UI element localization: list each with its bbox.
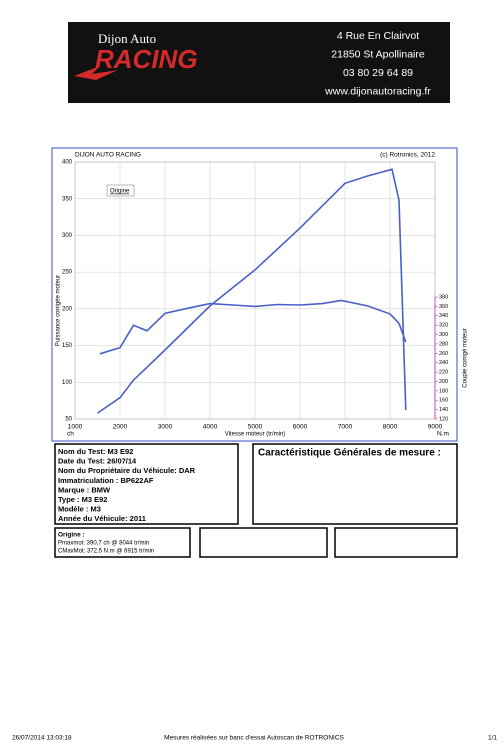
logo-main: RACING — [95, 44, 198, 74]
footer-date: 26/07/2014 13:03:18 — [12, 735, 72, 742]
chart-title: DIJON AUTO RACING — [75, 152, 141, 159]
x-tick-label: 1000 — [68, 424, 83, 431]
curve — [99, 299, 407, 355]
y2-tick-label: 320 — [439, 323, 448, 329]
x-tick-label: 4000 — [203, 424, 218, 431]
y2-tick-label: 360 — [439, 304, 448, 310]
y-axis-label: Puissance corrigée moteur — [56, 275, 62, 346]
info-line: Nom du Test: M3 E92 — [58, 447, 133, 456]
y2-tick-label: 300 — [439, 332, 448, 338]
y-tick-label: 200 — [62, 306, 73, 312]
y-tick-label: 350 — [62, 196, 73, 202]
x-tick-label: 8000 — [383, 424, 398, 431]
logo-top: Dijon Auto — [98, 31, 156, 46]
legend-label: Origine — [110, 189, 130, 195]
origine-title: Origine : — [58, 532, 85, 539]
address-line: 21850 St Apollinaire — [331, 48, 425, 60]
y2-tick-label: 340 — [439, 313, 448, 319]
info-box — [54, 443, 239, 525]
chart-frame — [51, 147, 458, 442]
x-axis-label: Vitesse moteur (tr/min) — [225, 432, 286, 438]
address-line: 4 Rue En Clairvot — [337, 30, 419, 42]
y2-tick-label: 380 — [439, 294, 448, 300]
address-line: 03 80 29 64 89 — [343, 67, 413, 79]
x-tick-label: 6000 — [293, 424, 308, 431]
legend-box — [106, 184, 135, 197]
general-box — [252, 443, 458, 525]
y-tick-label: 300 — [62, 233, 73, 239]
y2-tick-label: 120 — [439, 416, 448, 422]
info-line: Nom du Propriétaire du Véhicule: DAR — [58, 466, 196, 475]
y2-tick-label: 180 — [439, 388, 448, 394]
origine-line: CMaxMot: 372,5 N.m @ 6915 tr/min — [58, 549, 154, 555]
info-line: Année du Véhicule: 2011 — [58, 514, 146, 523]
curve — [97, 168, 407, 414]
header-banner — [68, 22, 450, 103]
y2-unit: N.m — [437, 431, 449, 438]
y2-tick-label: 280 — [439, 341, 448, 347]
empty-box — [199, 527, 328, 558]
y-tick-label: 100 — [62, 380, 73, 386]
info-line: Marque : BMW — [58, 485, 111, 494]
empty-box — [334, 527, 458, 558]
address: 4 Rue En Clairvot 21850 St Apollinaire 03 … — [324, 30, 431, 98]
y2-tick-label: 200 — [439, 379, 448, 385]
x-tick-label: 2000 — [113, 424, 128, 431]
y-tick-label: 150 — [62, 343, 73, 349]
chart-copyright: (c) Rotronics, 2012 — [380, 152, 435, 159]
x-unit: ch — [67, 431, 74, 438]
origine-line: Pmaxmot: 390,7 ch @ 8044 tr/min — [58, 541, 149, 547]
y-tick-label: 250 — [62, 270, 73, 276]
general-title: Caractéristique Générales de mesure : — [258, 448, 441, 459]
y2-tick-label: 140 — [439, 407, 448, 413]
y2-tick-label: 240 — [439, 360, 448, 366]
x-tick-label: 3000 — [158, 424, 173, 431]
info-line: Immatriculation : BP622AF — [58, 476, 154, 485]
footer-note: Mesures réalisées sur banc d'essai Autos… — [164, 735, 344, 742]
y2-tick-label: 220 — [439, 370, 448, 376]
x-tick-label: 7000 — [338, 424, 353, 431]
footer-page: 1/1 — [488, 735, 497, 742]
info-line: Type : M3 E92 — [58, 495, 107, 504]
plot: 1000 2000 3000 4000 5000 6000 7000 8000 9000 50 10… — [56, 160, 469, 438]
x-tick-label: 9000 — [428, 424, 443, 431]
x-tick-label: 5000 — [248, 424, 263, 431]
info-line: Modèle : M3 — [58, 505, 101, 514]
y-tick-label: 400 — [62, 160, 73, 166]
logo-flag — [74, 66, 118, 80]
address-line: www.dijonautoracing.fr — [324, 85, 431, 97]
y2-axis-label: Couple corrigé moteur — [463, 328, 469, 387]
info-line: Date du Test: 26/07/14 — [58, 457, 137, 466]
y2-tick-label: 160 — [439, 398, 448, 404]
origine-box — [54, 527, 191, 558]
y2-tick-label: 260 — [439, 351, 448, 357]
y-tick-label: 50 — [65, 417, 72, 423]
